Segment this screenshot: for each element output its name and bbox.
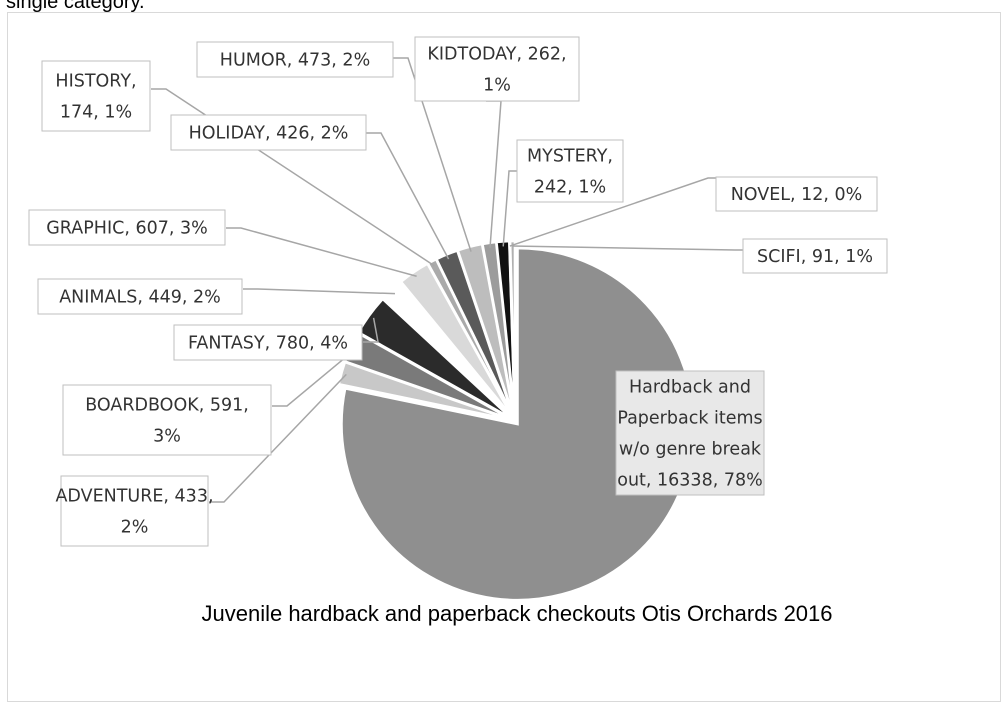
- data-label-box: [28, 209, 226, 246]
- data-label-box: [170, 114, 367, 151]
- leader-line: [486, 100, 502, 248]
- data-label: 1%: [483, 76, 511, 96]
- leader-line: [243, 288, 395, 295]
- pie-slices: [337, 239, 695, 602]
- leader-line: [209, 373, 347, 503]
- data-label-box: [615, 370, 765, 496]
- leader-line: [512, 245, 743, 251]
- caption-text: single category.: [6, 0, 145, 13]
- data-labels: Hardback and Paperback items w/o genre bre…: [28, 36, 888, 547]
- chart-title: Juvenile hardback and paperback checkout…: [201, 601, 832, 626]
- data-label: MYSTERY,: [527, 147, 613, 167]
- data-label: ADVENTURE, 433,: [55, 487, 213, 507]
- leader-line: [363, 317, 379, 343]
- data-label: Hardback and: [629, 378, 751, 398]
- data-label: HOLIDAY, 426, 2%: [189, 124, 349, 144]
- pie-slice-scifi: [508, 239, 517, 418]
- leader-line: [393, 57, 472, 252]
- leader-line: [272, 348, 356, 407]
- data-label-box: [173, 324, 363, 361]
- leader-line: [151, 88, 435, 267]
- data-label-box: [715, 176, 878, 212]
- data-label: Paperback items: [617, 409, 762, 429]
- data-label: w/o genre break: [619, 440, 762, 460]
- data-label: out, 16338, 78%: [617, 471, 762, 491]
- data-label-box: [62, 384, 272, 456]
- pie-chart: Hardback and Paperback items w/o genre bre…: [28, 36, 888, 626]
- leader-line: [226, 227, 417, 277]
- data-label-box: [414, 36, 580, 102]
- data-label-box: [742, 238, 888, 274]
- data-label-box: [37, 278, 243, 315]
- data-label: KIDTODAY, 262,: [427, 45, 566, 65]
- data-label: NOVEL, 12, 0%: [731, 185, 863, 205]
- data-label: SCIFI, 91, 1%: [757, 247, 873, 267]
- data-label-box: [516, 139, 624, 203]
- data-label-box: [196, 41, 394, 78]
- data-label: BOARDBOOK, 591,: [85, 396, 249, 416]
- pie-slice-hardback-and-paperback-items-w-o-genre-break-out: [340, 246, 695, 602]
- leader-line: [366, 132, 450, 260]
- leader-lines: [151, 57, 743, 503]
- data-label: FANTASY, 780, 4%: [188, 334, 348, 354]
- leader-line: [502, 170, 517, 247]
- data-label: GRAPHIC, 607, 3%: [46, 219, 208, 239]
- data-label: 174, 1%: [60, 103, 132, 123]
- data-label: 3%: [153, 427, 181, 447]
- data-label: HISTORY,: [55, 72, 136, 92]
- data-label: 2%: [121, 518, 149, 538]
- data-label: HUMOR, 473, 2%: [220, 51, 370, 71]
- data-label-box: [41, 60, 151, 132]
- leader-line: [509, 177, 716, 247]
- data-label: 242, 1%: [534, 178, 606, 198]
- data-label-box: [60, 475, 209, 547]
- data-label: ANIMALS, 449, 2%: [59, 288, 221, 308]
